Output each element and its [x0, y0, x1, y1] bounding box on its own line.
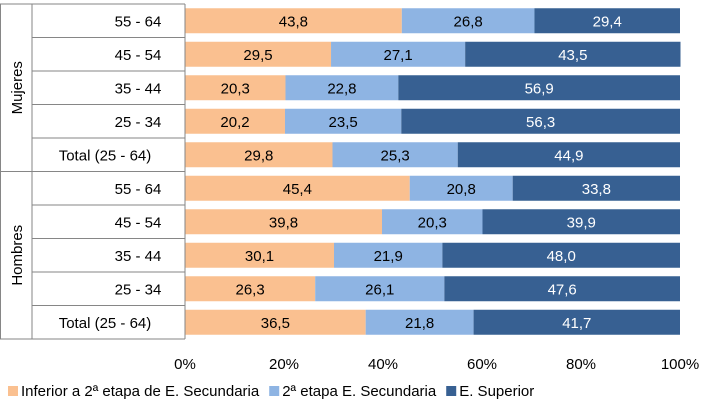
data-label: 45,4	[283, 181, 312, 198]
data-label: 43,8	[279, 13, 308, 30]
data-label: 47,6	[548, 281, 577, 298]
group-label: Hombres	[9, 225, 26, 286]
bar-segment	[332, 142, 458, 168]
data-label: 26,1	[365, 281, 394, 298]
data-label: 21,8	[405, 315, 434, 332]
data-label: 48,0	[547, 248, 576, 265]
bar-segment	[333, 242, 443, 268]
bar-segment	[457, 142, 680, 168]
x-tick-label: 20%	[269, 356, 299, 373]
data-label: 29,5	[243, 47, 272, 64]
x-tick-label: 80%	[566, 356, 596, 373]
legend-swatch	[269, 386, 280, 396]
data-label: 25,3	[381, 147, 410, 164]
category-tick-label: 45 - 54	[115, 47, 162, 64]
data-label: 43,5	[558, 47, 587, 64]
bar-segment	[185, 209, 383, 235]
data-label: 26,8	[454, 13, 483, 30]
bar-segment	[512, 175, 680, 201]
bar-segment	[382, 209, 483, 235]
category-tick-label: 25 - 34	[115, 114, 162, 131]
x-tick-label: 100%	[661, 356, 699, 373]
bar-segment	[185, 142, 333, 168]
legend-swatch	[8, 386, 18, 396]
bar-segment	[473, 309, 680, 335]
category-tick-label: 55 - 64	[115, 13, 162, 30]
bar-segment	[185, 276, 316, 302]
bar-segment	[442, 242, 680, 268]
data-label: 39,9	[567, 214, 596, 231]
bar-segment	[185, 242, 334, 268]
data-label: 22,8	[327, 80, 356, 97]
x-tick-label: 0%	[174, 356, 196, 373]
data-label: 29,8	[244, 147, 273, 164]
bar-segment	[185, 75, 286, 101]
bar-segment	[185, 309, 366, 335]
data-label: 56,9	[525, 80, 554, 97]
data-label: 56,3	[526, 114, 555, 131]
bar-segment	[409, 175, 513, 201]
data-label: 29,4	[593, 13, 622, 30]
data-label: 41,7	[562, 315, 591, 332]
category-tick-label: 35 - 44	[115, 248, 162, 265]
bar-segment	[365, 309, 474, 335]
data-label: 33,8	[582, 181, 611, 198]
legend-label: 2ª etapa E. Secundaria	[282, 383, 437, 400]
bar-segment	[398, 75, 680, 101]
data-label: 36,5	[261, 315, 290, 332]
category-tick-label: 25 - 34	[115, 281, 162, 298]
data-label: 20,2	[220, 114, 249, 131]
bar-segment	[185, 108, 285, 134]
legend-swatch	[446, 386, 457, 396]
category-tick-label: Total (25 - 64)	[59, 315, 152, 332]
category-tick-label: 45 - 54	[115, 214, 162, 231]
data-label: 26,3	[235, 281, 264, 298]
legend-label: E. Superior	[459, 383, 534, 400]
bar-segment	[284, 108, 402, 134]
bar-segment	[331, 41, 466, 67]
data-label: 30,1	[245, 248, 274, 265]
data-label: 27,1	[383, 47, 412, 64]
x-tick-label: 40%	[368, 356, 398, 373]
data-label: 20,3	[221, 80, 250, 97]
bar-segment	[185, 41, 332, 67]
bar-segment	[465, 41, 681, 67]
bar-segment	[482, 209, 680, 235]
bar-segment	[534, 8, 680, 34]
bar-segment	[401, 8, 535, 34]
category-tick-label: 35 - 44	[115, 80, 162, 97]
data-label: 23,5	[329, 114, 358, 131]
data-label: 20,3	[418, 214, 447, 231]
x-tick-label: 60%	[467, 356, 497, 373]
category-tick-label: Total (25 - 64)	[59, 147, 152, 164]
bar-segment	[185, 8, 402, 34]
bar-segment	[444, 276, 680, 302]
category-tick-label: 55 - 64	[115, 181, 162, 198]
bar-segment	[401, 108, 680, 134]
legend-label: Inferior a 2ª etapa de E. Secundaria	[21, 383, 260, 400]
data-label: 39,8	[269, 214, 298, 231]
group-label: Mujeres	[9, 61, 26, 114]
bar-segment	[185, 175, 410, 201]
bar-segment	[285, 75, 399, 101]
data-label: 21,9	[374, 248, 403, 265]
bar-segment	[315, 276, 445, 302]
data-label: 44,9	[554, 147, 583, 164]
data-label: 20,8	[447, 181, 476, 198]
